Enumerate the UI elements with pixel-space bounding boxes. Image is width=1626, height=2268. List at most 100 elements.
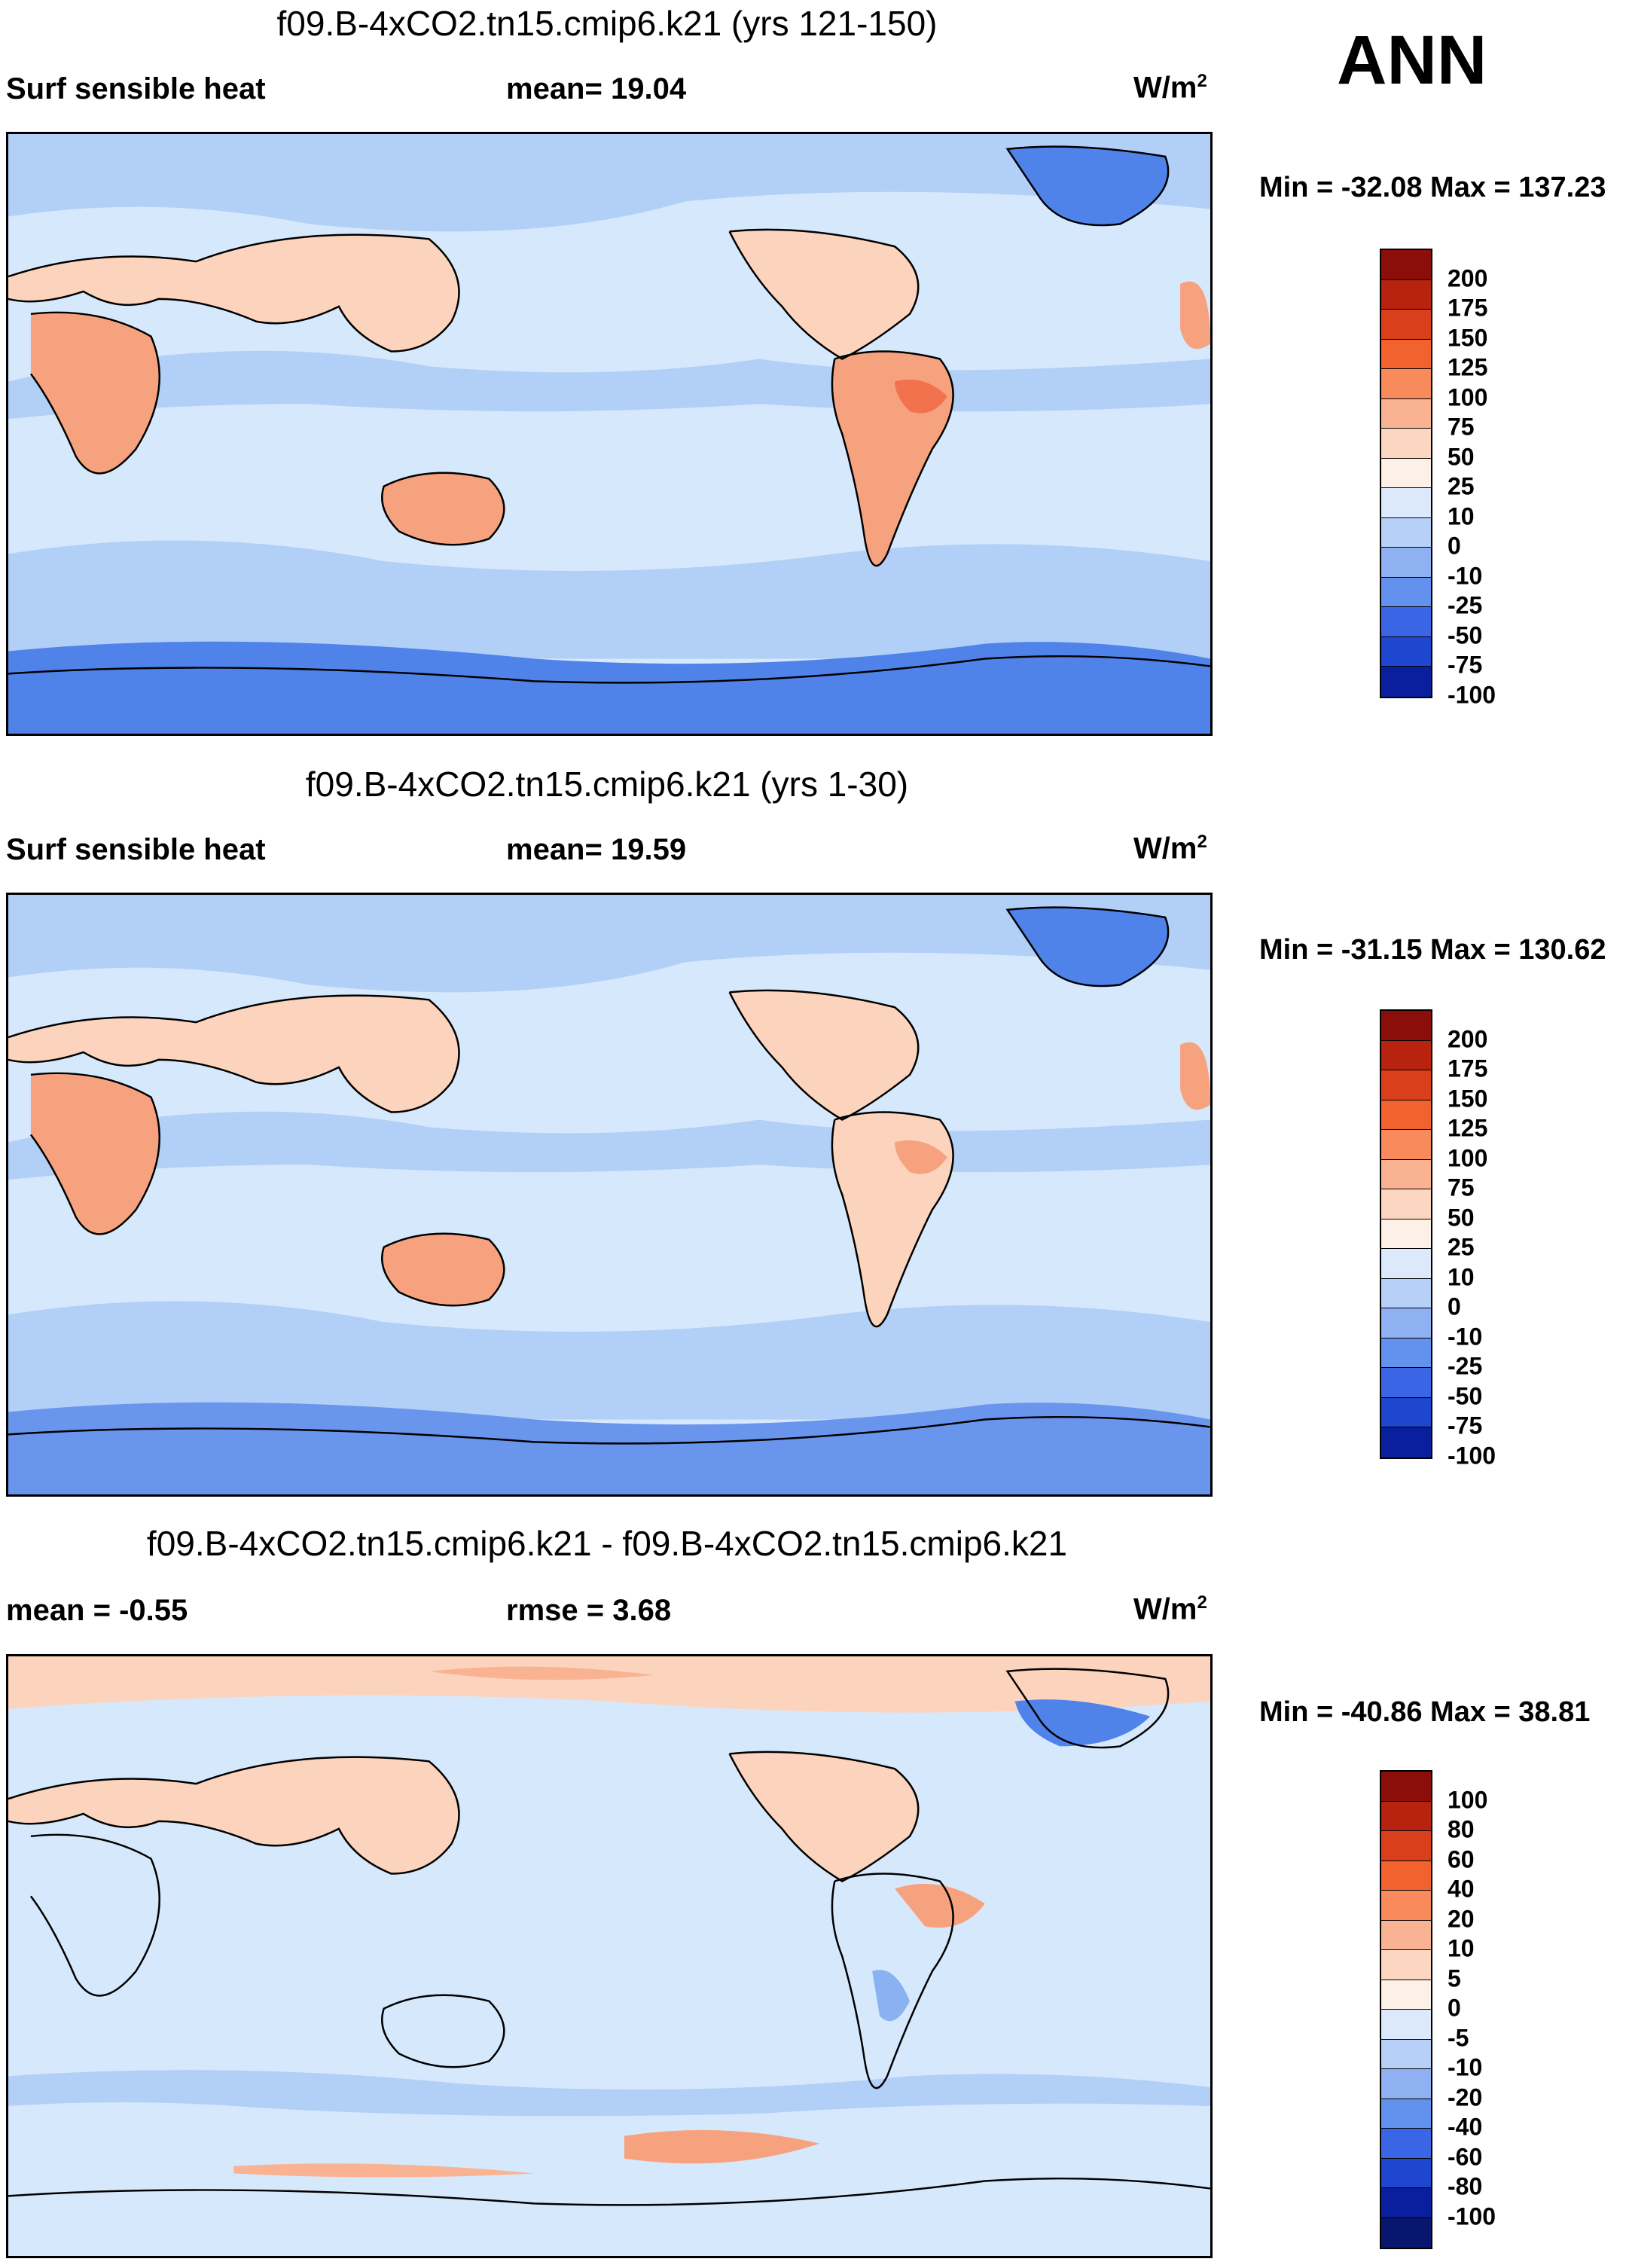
colorbar-segment: [1381, 1219, 1431, 1249]
colorbar-segment: [1381, 1011, 1431, 1041]
colorbar-tick-label: 80: [1448, 1815, 1475, 1843]
colorbar-segment: [1381, 1860, 1431, 1891]
colorbar-tick-label: 75: [1448, 1174, 1475, 1201]
colorbar-tick-label: 20: [1448, 1905, 1475, 1932]
panel1-units: W/m2: [1133, 71, 1207, 105]
colorbar-tick-label: -50: [1448, 621, 1483, 649]
colorbar-tick-label: -100: [1448, 2202, 1496, 2230]
colorbar-tick-label: 150: [1448, 1085, 1488, 1112]
panel3-units: W/m2: [1133, 1592, 1207, 1626]
colorbar-segment: [1381, 2158, 1431, 2188]
colorbar-segment: [1381, 607, 1431, 637]
colorbar-segment: [1381, 2010, 1431, 2040]
colorbar-tick-label: -20: [1448, 2083, 1483, 2111]
colorbar-segment: [1381, 1891, 1431, 1921]
colorbar-segment: [1381, 429, 1431, 459]
panel2-map: [6, 893, 1213, 1497]
panel3-map: [6, 1654, 1213, 2258]
colorbar-segment: [1381, 2218, 1431, 2248]
colorbar-tick-label: 50: [1448, 1204, 1475, 1231]
colorbar-tick-label: 25: [1448, 1233, 1475, 1261]
colorbar-tick-label: -10: [1448, 1323, 1483, 1350]
colorbar-segment: [1381, 1308, 1431, 1339]
panel3-minmax: Min = -40.86 Max = 38.81: [1259, 1696, 1591, 1728]
panel1-mean-label: mean= 19.04: [506, 72, 687, 105]
colorbar-tick-label: 50: [1448, 443, 1475, 470]
panel3-rmse-label: rmse = 3.68: [506, 1594, 672, 1627]
colorbar-segment: [1381, 548, 1431, 578]
colorbar-segment: [1381, 1980, 1431, 2010]
colorbar-segment: [1381, 2099, 1431, 2129]
colorbar-segment: [1381, 2039, 1431, 2069]
panel2-title: f09.B-4xCO2.tn15.cmip6.k21 (yrs 1-30): [305, 765, 909, 804]
colorbar-segment: [1381, 1159, 1431, 1189]
colorbar-tick-label: 100: [1448, 1786, 1488, 1813]
colorbar-tick-label: -60: [1448, 2143, 1483, 2170]
colorbar-tick-label: 10: [1448, 502, 1475, 530]
colorbar-segment: [1381, 250, 1431, 280]
colorbar-segment: [1381, 1130, 1431, 1160]
panel1-minmax: Min = -32.08 Max = 137.23: [1259, 172, 1606, 203]
colorbar-segment: [1381, 369, 1431, 399]
colorbar-tick-label: 125: [1448, 353, 1488, 381]
colorbar-tick-label: 25: [1448, 472, 1475, 500]
colorbar-tick-label: -50: [1448, 1382, 1483, 1409]
colorbar-tick-label: -75: [1448, 651, 1483, 679]
panel1-variable-label: Surf sensible heat: [6, 72, 266, 105]
panel2-colorbar: [1380, 1009, 1432, 1459]
colorbar-segment: [1381, 1278, 1431, 1308]
colorbar-tick-label: -40: [1448, 2113, 1483, 2141]
panel3-title: f09.B-4xCO2.tn15.cmip6.k21 - f09.B-4xCO2…: [146, 1524, 1068, 1563]
colorbar-tick-label: 0: [1448, 1293, 1461, 1320]
panel2-units: W/m2: [1133, 832, 1207, 865]
colorbar-tick-label: 5: [1448, 1964, 1461, 1992]
colorbar-tick-label: 175: [1448, 294, 1488, 322]
colorbar-tick-label: 125: [1448, 1114, 1488, 1142]
colorbar-tick-label: 0: [1448, 532, 1461, 560]
panel1-colorbar: [1380, 249, 1432, 698]
colorbar-tick-label: 10: [1448, 1263, 1475, 1290]
colorbar-segment: [1381, 1427, 1431, 1458]
colorbar-tick-label: 150: [1448, 324, 1488, 351]
colorbar-segment: [1381, 1338, 1431, 1368]
panel3-mean-label: mean = -0.55: [6, 1594, 188, 1627]
colorbar-tick-label: 100: [1448, 1144, 1488, 1171]
panel3-map-svg: [8, 1656, 1210, 2256]
colorbar-segment: [1381, 1070, 1431, 1100]
colorbar-tick-label: -100: [1448, 681, 1496, 708]
colorbar-segment: [1381, 1100, 1431, 1130]
colorbar-segment: [1381, 1368, 1431, 1398]
colorbar-segment: [1381, 2129, 1431, 2159]
colorbar-tick-label: 200: [1448, 1025, 1488, 1052]
panel2-map-svg: [8, 895, 1210, 1494]
colorbar-tick-label: 10: [1448, 1934, 1475, 1962]
panel2-variable-label: Surf sensible heat: [6, 833, 266, 866]
colorbar-segment: [1381, 310, 1431, 340]
colorbar-segment: [1381, 1772, 1431, 1802]
colorbar-tick-label: -25: [1448, 591, 1483, 619]
colorbar-tick-label: 100: [1448, 383, 1488, 411]
colorbar-segment: [1381, 577, 1431, 607]
panel2-minmax: Min = -31.15 Max = 130.62: [1259, 934, 1606, 966]
colorbar-segment: [1381, 1040, 1431, 1070]
colorbar-segment: [1381, 1920, 1431, 1950]
colorbar-segment: [1381, 488, 1431, 518]
colorbar-tick-label: -100: [1448, 1442, 1496, 1469]
colorbar-segment: [1381, 1249, 1431, 1279]
colorbar-segment: [1381, 279, 1431, 310]
colorbar-segment: [1381, 2188, 1431, 2218]
colorbar-tick-label: -25: [1448, 1352, 1483, 1380]
panel1-map-svg: [8, 134, 1210, 734]
colorbar-segment: [1381, 2069, 1431, 2099]
colorbar-tick-label: -10: [1448, 562, 1483, 589]
colorbar-segment: [1381, 339, 1431, 369]
colorbar-segment: [1381, 458, 1431, 488]
colorbar-segment: [1381, 1950, 1431, 1980]
colorbar-tick-label: -10: [1448, 2053, 1483, 2081]
colorbar-segment: [1381, 1397, 1431, 1427]
colorbar-tick-label: 60: [1448, 1845, 1475, 1873]
colorbar-tick-label: -5: [1448, 2024, 1469, 2051]
colorbar-segment: [1381, 1801, 1431, 1831]
colorbar-tick-label: -75: [1448, 1412, 1483, 1439]
colorbar-segment: [1381, 667, 1431, 697]
